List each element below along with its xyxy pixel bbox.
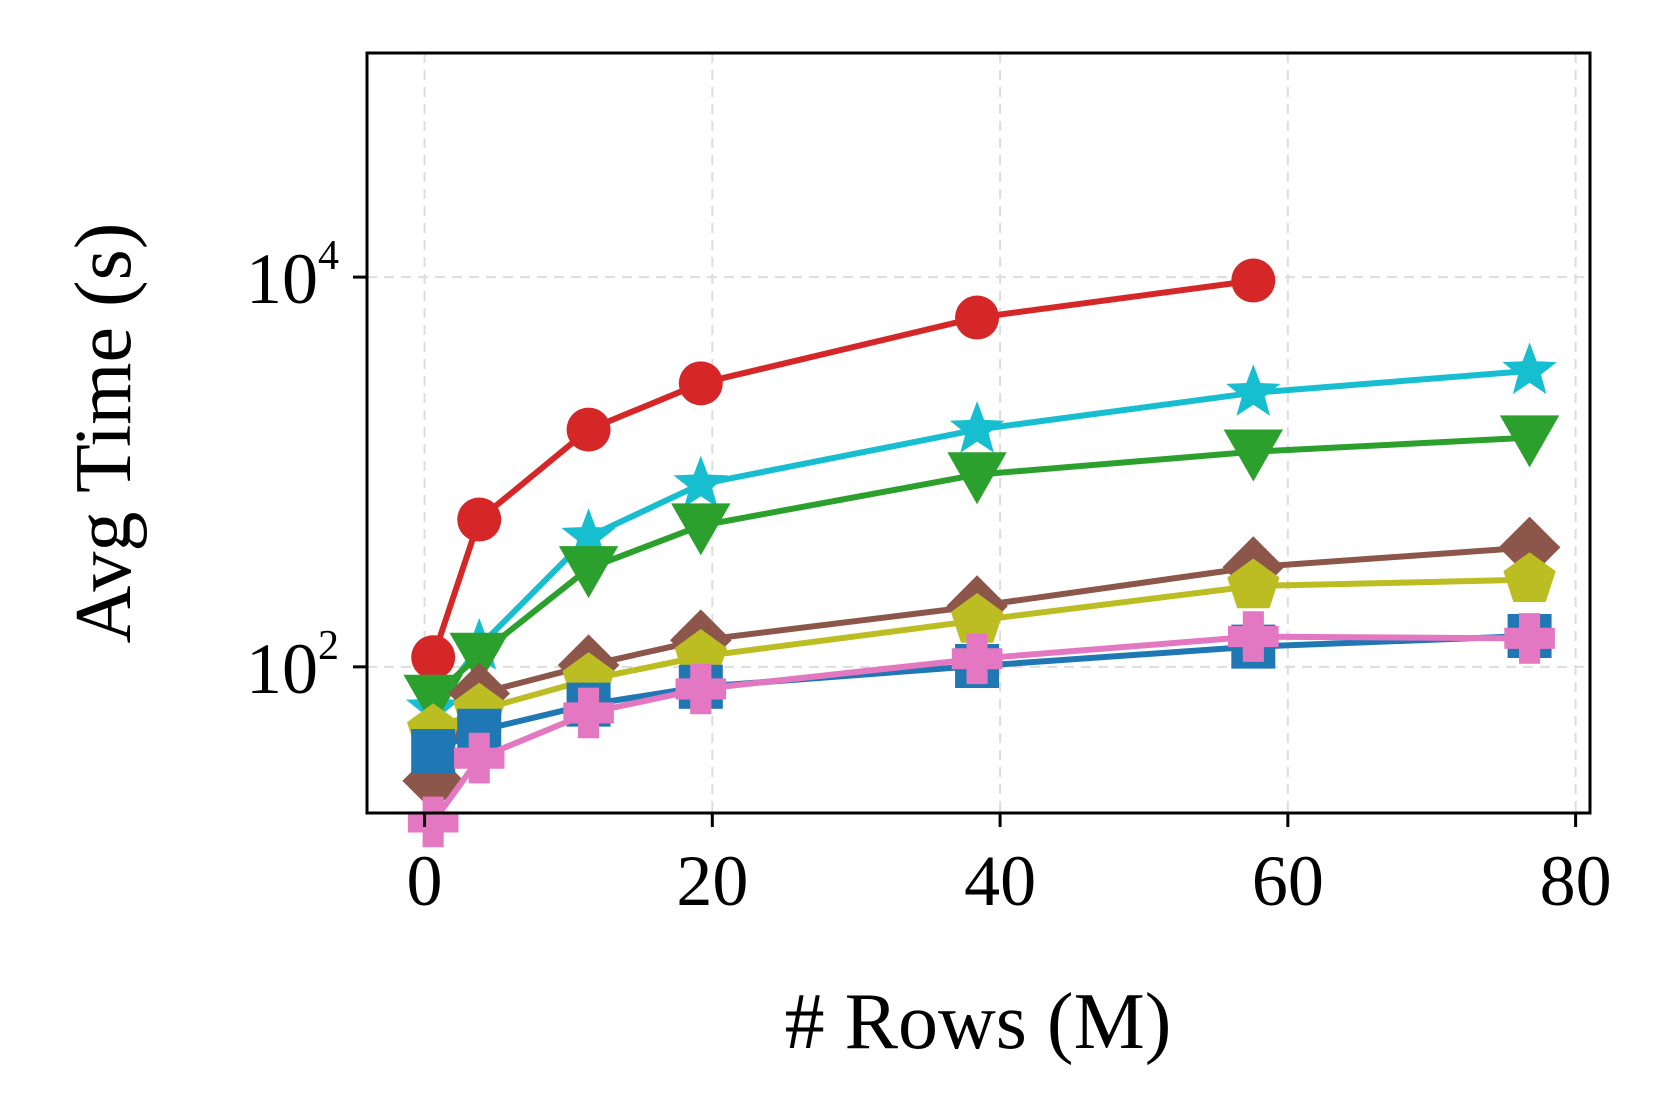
plus-marker [563, 687, 614, 739]
x-axis-title: # Rows (M) [785, 978, 1172, 1066]
plus-marker [951, 633, 1003, 685]
circle-marker [1231, 258, 1276, 303]
circle-marker [955, 295, 1000, 340]
series-green-triangle [403, 415, 1560, 727]
circle-marker [411, 635, 456, 680]
x-tick-label: 60 [1252, 841, 1324, 921]
diamond-marker [1498, 516, 1561, 579]
x-tick-label: 20 [676, 841, 748, 921]
y-tick-exponent: 2 [318, 623, 339, 669]
pentagon-marker [1227, 558, 1280, 609]
pentagon-marker [950, 593, 1004, 643]
y-tick-base: 10 [246, 629, 318, 709]
star-marker [673, 455, 728, 508]
star-marker [1502, 342, 1557, 395]
triangle-down-marker [1223, 429, 1284, 482]
series-red-circle [411, 258, 1276, 680]
triangle-down-marker [558, 546, 619, 599]
plus-marker [675, 663, 727, 715]
square-marker [411, 728, 456, 773]
circle-marker [678, 361, 723, 406]
star-marker [949, 401, 1005, 453]
series-pink-plus [407, 611, 1555, 848]
plot-frame [365, 51, 1592, 815]
triangle-down-marker [1499, 415, 1560, 468]
plus-marker [407, 796, 459, 848]
y-tick-label: 104 [246, 233, 339, 319]
y-tick-base: 10 [246, 239, 318, 319]
x-tick-label: 0 [407, 841, 443, 921]
y-tick-exponent: 4 [318, 233, 339, 279]
series-group [402, 258, 1561, 848]
y-axis-title: Avg Time (s) [60, 223, 148, 644]
triangle-down-marker [403, 674, 463, 727]
circle-marker [566, 407, 611, 452]
pentagon-marker [1503, 552, 1556, 602]
triangle-down-marker [449, 632, 509, 685]
x-tick-label: 80 [1540, 841, 1612, 921]
triangle-down-marker [947, 452, 1007, 505]
triangle-down-marker [671, 503, 731, 556]
x-tick-label: 40 [964, 841, 1036, 921]
star-marker [1226, 364, 1281, 416]
plus-marker [1504, 613, 1555, 664]
star-marker [561, 508, 616, 560]
circle-marker [457, 497, 502, 542]
series-line [430, 277, 1254, 659]
y-tick-label: 102 [246, 623, 339, 709]
plus-marker [1228, 611, 1279, 662]
plus-marker [453, 732, 505, 784]
